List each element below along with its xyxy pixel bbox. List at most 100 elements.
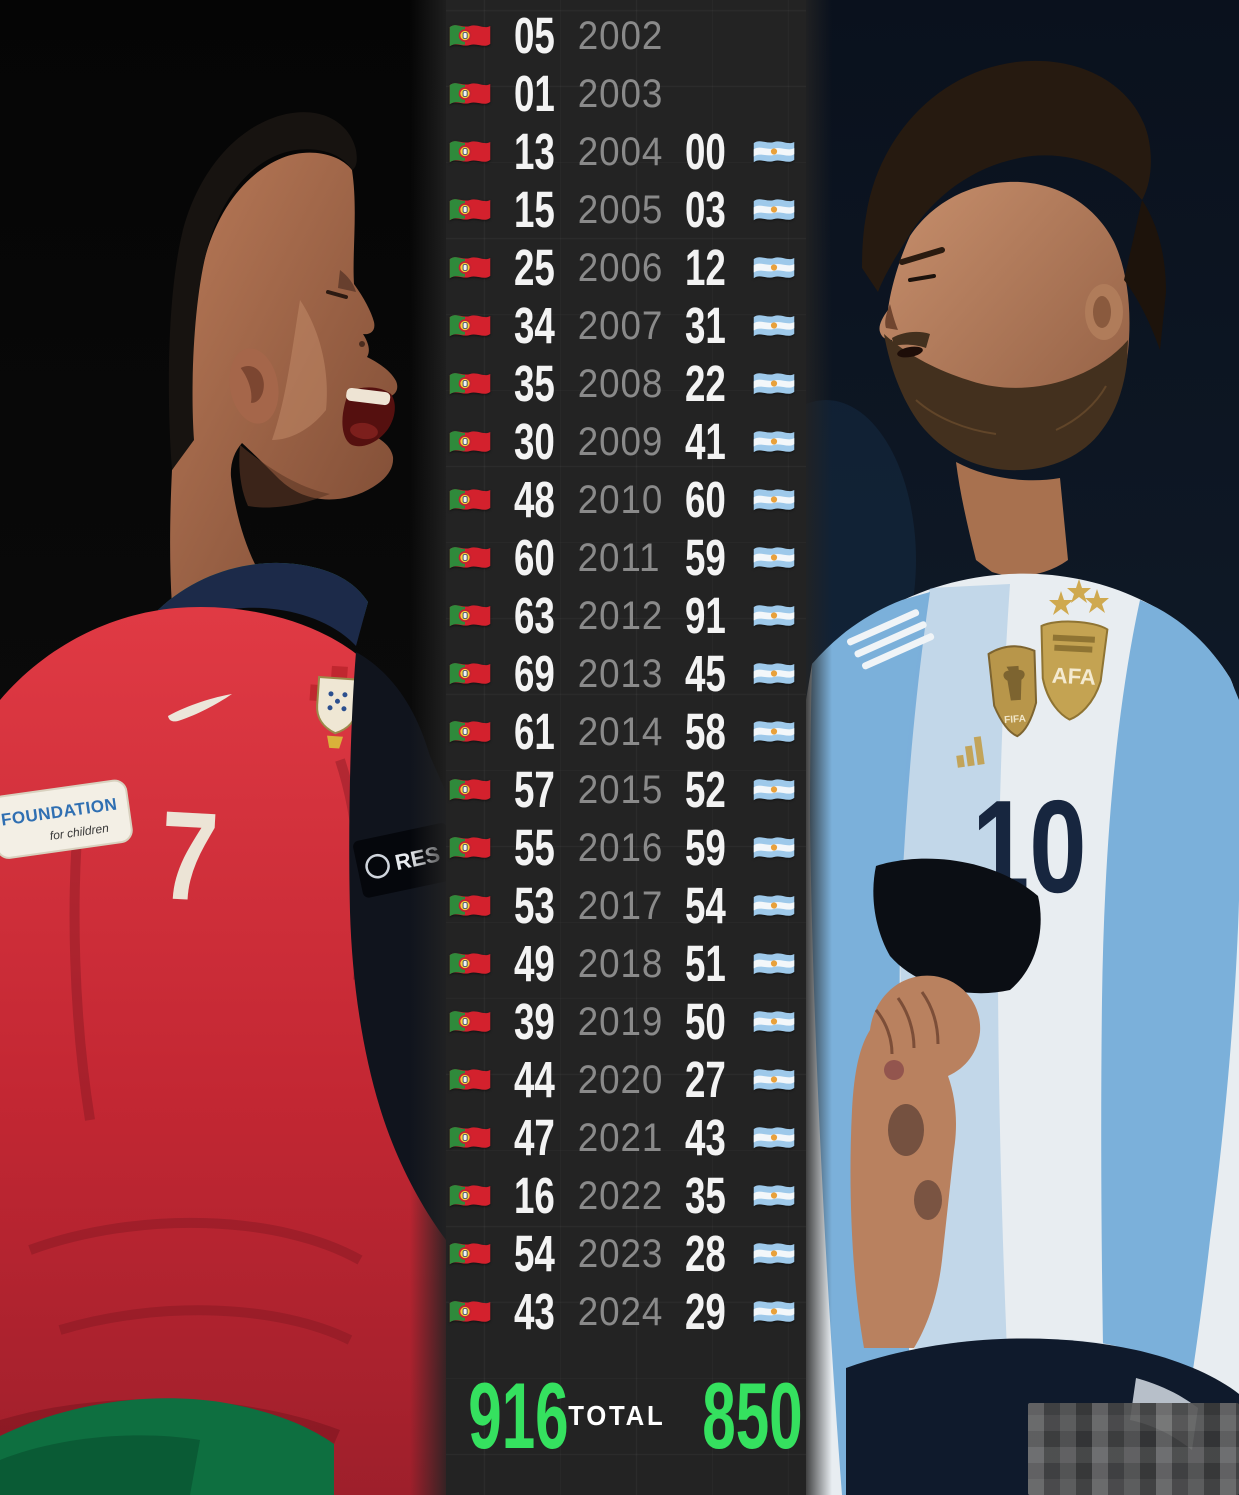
- year-row: 30 2009 41: [446, 416, 798, 467]
- year-row: 57 2015 52: [446, 764, 798, 815]
- portugal-flag-icon: [449, 1011, 491, 1033]
- ronaldo-goals: 61: [513, 703, 555, 760]
- ronaldo-goals: 53: [513, 877, 555, 934]
- argentina-flag-icon: [753, 315, 795, 337]
- messi-goals: 12: [684, 239, 726, 296]
- argentina-flag-icon: [753, 1243, 795, 1265]
- ronaldo-goals: 30: [513, 413, 555, 470]
- year-label: 2008: [577, 361, 664, 406]
- nike-swoosh-icon: [168, 694, 232, 722]
- argentina-flag-icon: [753, 257, 795, 279]
- year-label: 2007: [577, 303, 664, 348]
- year-row: 13 2004 00: [446, 126, 798, 177]
- portugal-flag-icon: [449, 257, 491, 279]
- argentina-flag-icon: [753, 141, 795, 163]
- argentina-flag-icon: [753, 547, 795, 569]
- portugal-flag-icon: [449, 1243, 491, 1265]
- afa-crest-icon: AFA: [1040, 620, 1109, 721]
- year-row: 34 2007 31: [446, 300, 798, 351]
- argentina-flag-icon: [753, 1185, 795, 1207]
- year-label: 2006: [577, 245, 664, 290]
- total-label: TOTAL: [568, 1400, 666, 1431]
- ronaldo-goals: 48: [513, 471, 555, 528]
- year-row: 48 2010 60: [446, 474, 798, 525]
- year-row: 16 2022 35: [446, 1170, 798, 1221]
- messi-goals: 59: [684, 529, 726, 586]
- ear: [229, 348, 279, 424]
- messi-goals: 91: [684, 587, 726, 644]
- argentina-flag-icon: [753, 605, 795, 627]
- portugal-flag-icon: [449, 489, 491, 511]
- ronaldo-goals: 63: [513, 587, 555, 644]
- ronaldo-goals: 47: [513, 1109, 555, 1166]
- messi-hair: [862, 60, 1151, 292]
- portugal-flag-icon: [449, 663, 491, 685]
- shouting-mouth: [342, 387, 395, 447]
- year-row: 01 2003: [446, 68, 798, 119]
- argentina-flag-icon: [753, 953, 795, 975]
- ronaldo-hair: [168, 112, 357, 470]
- clenched-fist: [850, 975, 981, 1348]
- ronaldo-goals: 60: [513, 529, 555, 586]
- jersey-collar: [158, 562, 368, 646]
- year-label: 2005: [577, 187, 664, 232]
- messi-goals: 54: [684, 877, 726, 934]
- messi-goals: 45: [684, 645, 726, 702]
- messi-goals: 03: [684, 181, 726, 238]
- foundation-patch: FOUNDATION for children: [0, 779, 133, 859]
- adidas-shoulder-stripes: [846, 609, 935, 670]
- ronaldo-goals: 39: [513, 993, 555, 1050]
- adidas-logo-icon: [956, 736, 985, 768]
- portugal-flag-icon: [449, 895, 491, 917]
- portugal-flag-icon: [449, 1301, 491, 1323]
- fifa-champions-badge-icon: FIFA: [987, 645, 1038, 738]
- ronaldo-goals: 34: [513, 297, 555, 354]
- portugal-flag-icon: [449, 431, 491, 453]
- ronaldo-photo: 7 FOUNDATION for children RES: [0, 0, 446, 1495]
- ear: [1085, 284, 1123, 340]
- portugal-flag-icon: [449, 373, 491, 395]
- year-label: 2017: [577, 883, 664, 928]
- year-label: 2003: [577, 71, 664, 116]
- year-row: 35 2008 22: [446, 358, 798, 409]
- ronaldo-goals: 05: [513, 7, 555, 64]
- argentina-flag-icon: [753, 1301, 795, 1323]
- messi-goals: 41: [684, 413, 726, 470]
- year-label: 2020: [577, 1057, 664, 1102]
- year-label: 2022: [577, 1173, 664, 1218]
- ronaldo-goals: 49: [513, 935, 555, 992]
- messi-goals: 60: [684, 471, 726, 528]
- messi-goals: 59: [684, 819, 726, 876]
- messi-goals: 27: [684, 1051, 726, 1108]
- year-label: 2016: [577, 825, 664, 870]
- year-row: 05 2002: [446, 10, 798, 61]
- messi-goals: 29: [684, 1283, 726, 1340]
- year-label: 2010: [577, 477, 664, 522]
- messi-goals: 52: [684, 761, 726, 818]
- jersey-number-7: 7: [157, 786, 222, 929]
- year-label: 2015: [577, 767, 664, 812]
- portugal-flag-icon: [449, 83, 491, 105]
- year-row: 25 2006 12: [446, 242, 798, 293]
- portugal-flag-icon: [449, 141, 491, 163]
- portugal-flag-icon: [449, 1185, 491, 1207]
- ronaldo-goals: 44: [513, 1051, 555, 1108]
- ronaldo-goals: 43: [513, 1283, 555, 1340]
- messi-beard: [884, 331, 1128, 471]
- argentina-flag-icon: [753, 373, 795, 395]
- messi-goals: 43: [684, 1109, 726, 1166]
- ronaldo-goals: 69: [513, 645, 555, 702]
- argentina-flag-icon: [753, 837, 795, 859]
- portugal-flag-icon: [449, 315, 491, 337]
- argentina-flag-icon: [753, 895, 795, 917]
- messi-goals: 51: [684, 935, 726, 992]
- ronaldo-goals: 01: [513, 65, 555, 122]
- portugal-flag-icon: [449, 1069, 491, 1091]
- portugal-flag-icon: [449, 721, 491, 743]
- ronaldo-goals: 57: [513, 761, 555, 818]
- ronaldo-goals: 16: [513, 1167, 555, 1224]
- year-label: 2004: [577, 129, 664, 174]
- argentina-flag-icon: [753, 1011, 795, 1033]
- messi-goals: 22: [684, 355, 726, 412]
- year-label: 2024: [577, 1289, 664, 1334]
